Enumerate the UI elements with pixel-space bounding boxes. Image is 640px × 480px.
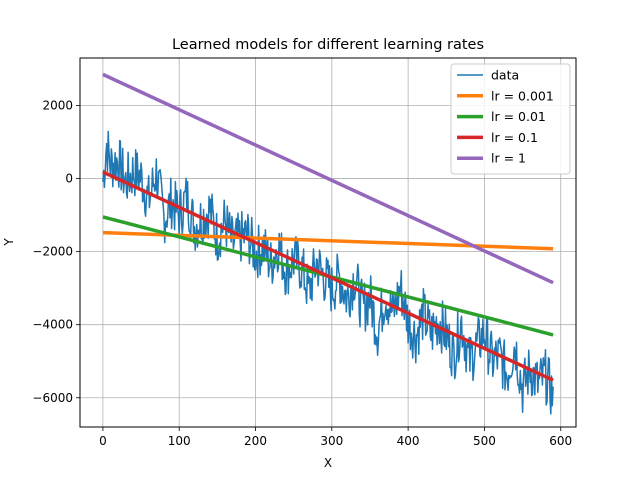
y-tick-label: −2000 [32,245,73,259]
series-line-data [102,130,554,415]
y-tick-label: 0 [65,172,73,186]
plot-frame [79,57,577,428]
series-line-lr-0-1 [102,170,554,382]
y-tick-label: 2000 [42,98,73,112]
legend-label: lr = 0.001 [491,88,554,103]
x-tick-label: 0 [99,434,107,448]
x-axis-label: X [324,456,332,470]
legend-box [450,63,571,175]
x-tick-label: 300 [320,434,343,448]
x-tick-label: 600 [549,434,572,448]
y-axis: −6000 −4000 −2000 0 2000 [32,98,80,405]
y-tick-label: −4000 [32,318,73,332]
x-axis: 0 100 200 300 400 500 600 [99,427,572,448]
y-axis-label: Y [2,238,16,247]
series-line-lr-1 [102,72,554,285]
x-tick-label: 500 [473,434,496,448]
legend: data lr = 0.001 lr = 0.01 lr = 0.1 lr = 1 [450,63,571,175]
legend-label: lr = 0.01 [491,109,546,124]
legend-label: lr = 1 [491,151,526,166]
x-tick-label: 200 [244,434,267,448]
chart-title: Learned models for different learning ra… [172,37,484,53]
x-tick-label: 100 [168,434,191,448]
y-tick-label: −6000 [32,391,73,405]
x-tick-label: 400 [397,434,420,448]
plot-lines [102,72,554,415]
legend-label: data [491,68,519,83]
legend-label: lr = 0.1 [491,130,538,145]
